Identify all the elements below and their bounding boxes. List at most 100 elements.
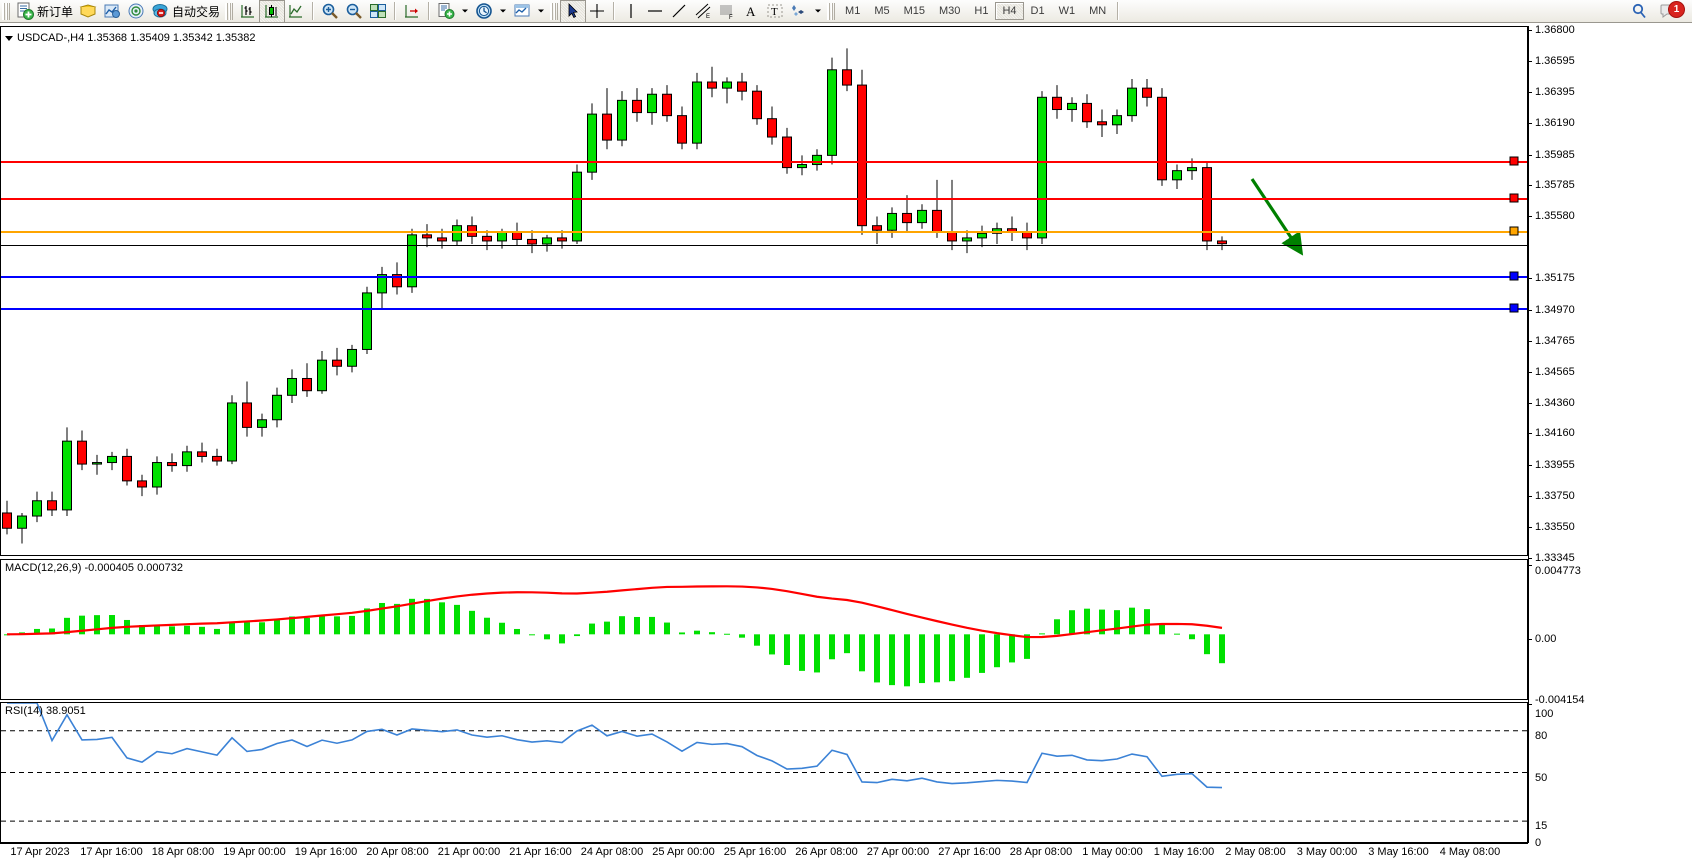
indicators-button[interactable]: [100, 1, 124, 22]
period-button[interactable]: [472, 1, 496, 22]
rsi-axis-label: 15: [1535, 820, 1548, 833]
time-axis-label: 19 Apr 00:00: [223, 846, 286, 858]
timeframe-m1[interactable]: M1: [845, 5, 861, 17]
zoom-in-button[interactable]: [318, 1, 342, 22]
signals-button[interactable]: [124, 1, 148, 22]
new-order-button[interactable]: 新订单: [13, 1, 76, 22]
pivot-level-line[interactable]: [1, 230, 1527, 233]
timeframe-d1[interactable]: D1: [1030, 5, 1045, 17]
toolbar-separator-4: [613, 2, 616, 20]
price-axis[interactable]: 1.36800 1.36595 1.36395 1.36190 1.35985 1.357…: [1528, 24, 1692, 849]
bar-chart-button[interactable]: [236, 1, 260, 22]
axis-tick-label: 1.33550: [1535, 520, 1575, 533]
toolbar-separator-5: [1117, 2, 1120, 20]
templates-button[interactable]: [434, 1, 458, 22]
pivot-level-handle[interactable]: [1509, 226, 1519, 236]
time-axis[interactable]: 17 Apr 2023 17 Apr 16:00 18 Apr 08:00 19 Ap…: [0, 843, 1528, 861]
vertical-line-icon: [630, 4, 632, 18]
time-axis-label: 26 Apr 08:00: [795, 846, 858, 858]
autotrading-button[interactable]: 自动交易: [148, 1, 223, 22]
toolbar-grip-4[interactable]: [827, 2, 836, 20]
label-tool[interactable]: T: [763, 1, 787, 22]
current-price-line[interactable]: [1, 244, 1527, 246]
toolbar-grip[interactable]: [2, 2, 10, 20]
timeframe-m5[interactable]: M5: [874, 5, 890, 17]
auto-scroll-button[interactable]: [400, 1, 424, 22]
horizontal-line-tool[interactable]: [643, 1, 667, 22]
toolbar-grip-3[interactable]: [550, 2, 559, 20]
toolbar-grip-2[interactable]: [225, 2, 234, 20]
timeframe-h1[interactable]: H1: [974, 5, 989, 17]
time-axis-label: 3 May 16:00: [1368, 846, 1429, 858]
equidistant-channel-tool[interactable]: E: [691, 1, 715, 22]
toolbar-separator-1: [312, 2, 315, 20]
notifications-icon[interactable]: 1: [1660, 0, 1685, 21]
book-icon: [79, 4, 97, 18]
horizontal-line-icon: [648, 10, 663, 12]
resistance-level-1-handle[interactable]: [1509, 156, 1519, 166]
axis-tick-label: 1.34765: [1535, 334, 1575, 347]
signal-icon: [128, 3, 144, 19]
timeframe-h4[interactable]: H4: [995, 2, 1024, 20]
time-axis-label: 25 Apr 16:00: [723, 846, 787, 858]
axis-tick-label: 1.35785: [1535, 179, 1575, 192]
indicator-list-dropdown[interactable]: [534, 1, 548, 22]
axis-tick: [1528, 371, 1532, 373]
time-axis-label: 17 Apr 2023: [10, 846, 70, 858]
resistance-level-1-line[interactable]: [1, 160, 1527, 163]
zoom-out-button[interactable]: [342, 1, 366, 22]
timeframe-mn[interactable]: MN: [1089, 5, 1107, 17]
chart-menu-caret-icon[interactable]: [5, 35, 13, 41]
shapes-dropdown[interactable]: [811, 1, 825, 22]
support-level-2-handle[interactable]: [1509, 303, 1519, 313]
macd-axis-tick: [1528, 639, 1532, 641]
support-level-1-line[interactable]: [1, 276, 1527, 279]
period-dropdown[interactable]: [496, 1, 510, 22]
crosshair-icon: [590, 4, 605, 18]
label-icon: T: [767, 4, 783, 18]
axis-tick-label: 1.34565: [1535, 365, 1575, 378]
macd-axis-tick: [1528, 704, 1532, 705]
resistance-level-2-handle[interactable]: [1509, 193, 1519, 203]
autotrading-label: 自动交易: [172, 4, 221, 19]
timeframe-w1[interactable]: W1: [1058, 5, 1076, 17]
trendline-tool[interactable]: [667, 1, 691, 22]
axis-tick: [1528, 123, 1532, 125]
macd-pane[interactable]: MACD(12,26,9) -0.000405 0.000732: [0, 559, 1528, 700]
shapes-tool[interactable]: [787, 1, 811, 22]
chevron-down-icon: [815, 9, 822, 13]
support-level-1-handle[interactable]: [1509, 271, 1519, 281]
down-trend-arrow[interactable]: [1246, 167, 1316, 267]
timeframe-m15[interactable]: M15: [903, 5, 925, 17]
axis-tick: [1528, 558, 1532, 559]
candlestick-chart-button[interactable]: [259, 0, 286, 23]
text-tool[interactable]: A: [739, 1, 763, 22]
fibonacci-icon: F: [720, 5, 733, 20]
chevron-down-icon: [538, 9, 545, 13]
expert-advisors-button[interactable]: [76, 1, 100, 22]
time-axis-label: 19 Apr 16:00: [294, 846, 358, 858]
price-pane[interactable]: USDCAD-,H4 1.35368 1.35409 1.35342 1.353…: [0, 26, 1528, 556]
axis-tick: [1528, 433, 1532, 435]
timeframe-m30[interactable]: M30: [939, 5, 961, 17]
line-chart-button[interactable]: [284, 1, 308, 22]
tile-windows-icon: [370, 4, 387, 18]
templates-dropdown[interactable]: [458, 1, 472, 22]
cursor-tool[interactable]: [560, 0, 587, 23]
vertical-line-tool[interactable]: [619, 1, 643, 22]
search-icon[interactable]: [1630, 2, 1650, 20]
macd-label: MACD(12,26,9) -0.000405 0.000732: [5, 562, 183, 574]
rsi-pane[interactable]: RSI(14) 38.9051: [0, 702, 1528, 843]
toolbar-separator-3: [428, 2, 431, 20]
axis-tick-label: 1.36395: [1535, 85, 1575, 98]
support-level-2-line[interactable]: [1, 307, 1527, 310]
tile-windows-button[interactable]: [366, 1, 390, 22]
indicator-list-button[interactable]: [510, 1, 534, 22]
chart-container[interactable]: USDCAD-,H4 1.35368 1.35409 1.35342 1.353…: [0, 23, 1692, 861]
fibonacci-tool[interactable]: F: [715, 1, 739, 22]
axis-tick: [1528, 526, 1532, 528]
resistance-level-2-line[interactable]: [1, 197, 1527, 200]
crosshair-tool[interactable]: [585, 1, 609, 22]
axis-tick: [1528, 402, 1532, 404]
